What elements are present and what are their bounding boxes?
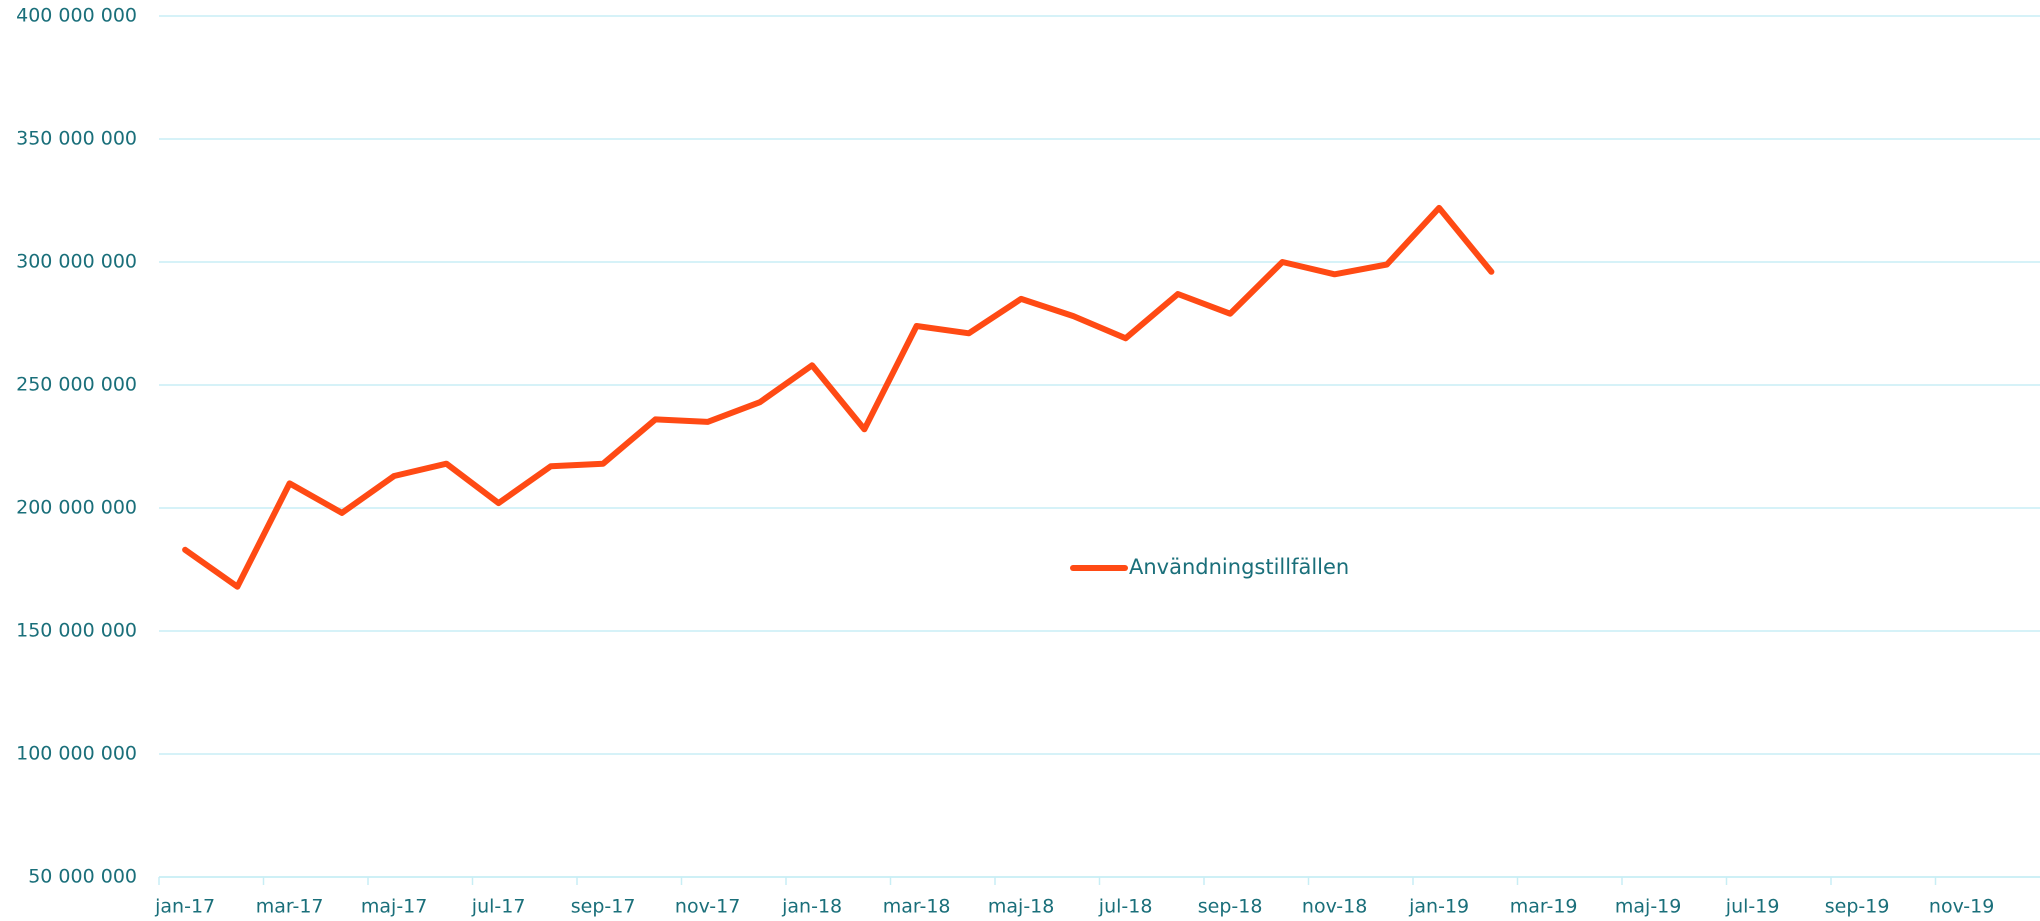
y-tick-label: 300 000 000 [16,251,137,273]
x-tick-label: jul-19 [1725,896,1780,918]
x-tick-label: jul-17 [471,896,526,918]
x-tick-label: maj-19 [1615,896,1681,918]
x-tick-label: mar-17 [256,896,324,918]
y-tick-label: 400 000 000 [16,5,137,27]
x-tick-label: jan-18 [781,896,842,918]
x-tick-label: jan-17 [154,896,215,918]
line-series [182,204,1495,590]
y-tick-label: 200 000 000 [16,497,137,519]
x-tick-label: nov-19 [1929,896,1994,918]
y-tick-label: 350 000 000 [16,128,137,150]
x-tick-label: sep-19 [1825,896,1890,918]
x-tick-label: jan-19 [1408,896,1469,918]
x-tick-label: mar-19 [1510,896,1578,918]
y-tick-label: 100 000 000 [16,743,137,765]
x-tick-label: sep-18 [1198,896,1263,918]
x-tick-label: jul-18 [1098,896,1153,918]
x-tick-label: mar-18 [883,896,951,918]
y-tick-label: 250 000 000 [16,374,137,396]
legend-label: Användningstillfällen [1129,555,1349,579]
y-tick-label: 50 000 000 [28,866,137,888]
x-tick-label: maj-18 [988,896,1054,918]
x-tick-label: sep-17 [571,896,636,918]
x-tick-label: nov-17 [675,896,740,918]
x-tick-label: maj-17 [361,896,427,918]
y-tick-label: 150 000 000 [16,620,137,642]
x-tick-label: nov-18 [1302,896,1367,918]
